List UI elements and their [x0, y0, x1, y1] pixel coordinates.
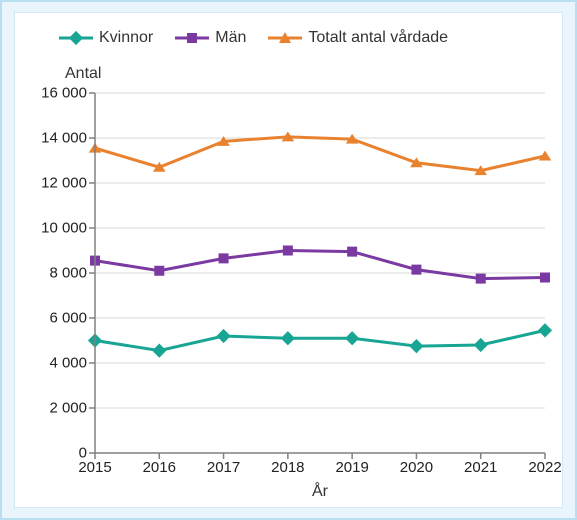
- x-tick-label: 2015: [78, 453, 111, 476]
- x-tick-label: 2016: [143, 453, 176, 476]
- chart-panel: Kvinnor Män Totalt antal vårdade Antal År …: [14, 12, 563, 508]
- y-axis-label: Antal: [65, 65, 101, 83]
- chart-container: Kvinnor Män Totalt antal vårdade Antal År …: [0, 0, 577, 520]
- x-tick-label: 2017: [207, 453, 240, 476]
- y-tick-label: 4 000: [49, 355, 95, 372]
- plot-area: År 02 0004 0006 0008 00010 00012 00014 0…: [95, 93, 545, 453]
- y-tick-label: 14 000: [41, 130, 95, 147]
- legend-item: Kvinnor: [59, 29, 153, 47]
- plot-svg: [95, 93, 545, 453]
- x-tick-label: 2020: [400, 453, 433, 476]
- legend-item: Totalt antal vårdade: [268, 29, 448, 47]
- legend-swatch: [268, 30, 302, 46]
- y-tick-label: 16 000: [41, 85, 95, 102]
- legend-label: Män: [215, 29, 246, 47]
- legend: Kvinnor Män Totalt antal vårdade: [59, 23, 552, 53]
- y-tick-label: 2 000: [49, 400, 95, 417]
- legend-swatch: [59, 30, 93, 46]
- legend-label: Kvinnor: [99, 29, 153, 47]
- y-tick-label: 10 000: [41, 220, 95, 237]
- x-tick-label: 2018: [271, 453, 304, 476]
- y-tick-label: 6 000: [49, 310, 95, 327]
- y-tick-label: 8 000: [49, 265, 95, 282]
- x-tick-label: 2022: [528, 453, 561, 476]
- x-tick-label: 2019: [335, 453, 368, 476]
- x-tick-label: 2021: [464, 453, 497, 476]
- legend-item: Män: [175, 29, 246, 47]
- legend-swatch: [175, 30, 209, 46]
- legend-label: Totalt antal vårdade: [308, 29, 448, 47]
- y-tick-label: 12 000: [41, 175, 95, 192]
- x-axis-label: År: [312, 483, 328, 501]
